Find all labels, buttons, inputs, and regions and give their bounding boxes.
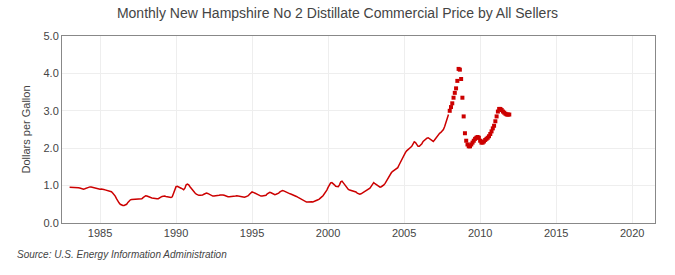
svg-text:2020: 2020 — [620, 227, 644, 239]
svg-text:2010: 2010 — [468, 227, 492, 239]
svg-text:1985: 1985 — [88, 227, 112, 239]
svg-text:Source: U.S. Energy Informatio: Source: U.S. Energy Information Administ… — [17, 249, 227, 260]
svg-text:0.0: 0.0 — [44, 217, 59, 229]
svg-text:Monthly New Hampshire No 2 Dis: Monthly New Hampshire No 2 Distillate Co… — [117, 5, 558, 21]
svg-text:1995: 1995 — [240, 227, 264, 239]
svg-text:5.0: 5.0 — [44, 30, 59, 42]
svg-text:3.0: 3.0 — [44, 105, 59, 117]
svg-text:4.0: 4.0 — [44, 67, 59, 79]
svg-text:Dollars per Gallon: Dollars per Gallon — [20, 85, 32, 173]
svg-text:1990: 1990 — [164, 227, 188, 239]
svg-text:2005: 2005 — [392, 227, 416, 239]
svg-text:2.0: 2.0 — [44, 142, 59, 154]
svg-text:2000: 2000 — [316, 227, 340, 239]
svg-text:2015: 2015 — [544, 227, 568, 239]
svg-text:1.0: 1.0 — [44, 179, 59, 191]
